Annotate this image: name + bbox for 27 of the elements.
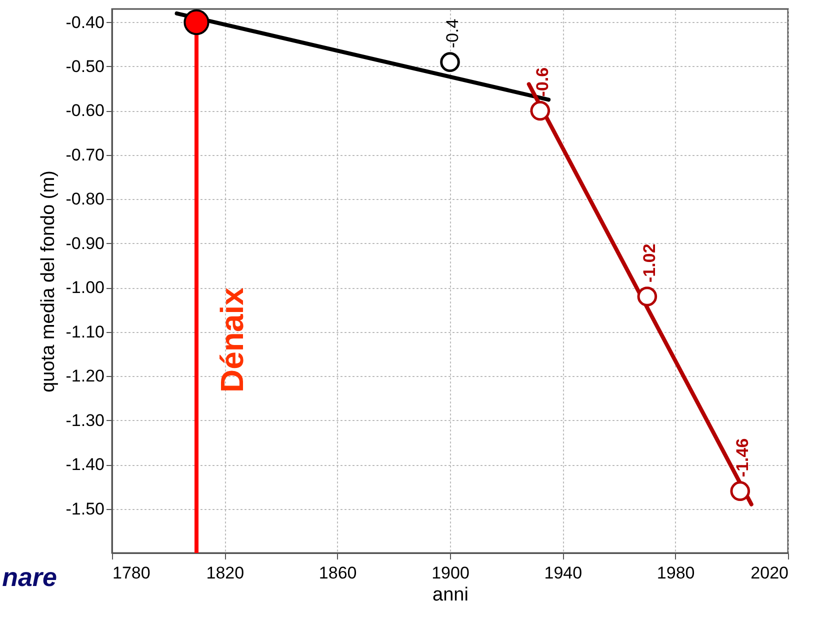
y-tick-label: -0.40 [66,12,104,32]
y-tick-label: -1.50 [66,499,104,518]
y-tick-label: -0.90 [66,234,104,253]
data-label: -0.6 [533,67,552,97]
y-tick-label: -1.30 [66,410,104,430]
annotation: Dénaix [214,287,250,392]
y-tick-label: -0.50 [66,56,104,76]
x-tick-label: 1940 [544,564,582,582]
text: nare [2,562,57,592]
y-tick-label: -0.60 [66,101,104,120]
y-axis-title: quota media del fondo (m) [38,170,59,392]
y-tick-label: -1.00 [66,278,104,298]
data-label: -1.02 [640,244,660,282]
y-tick-label: -1.20 [66,366,104,386]
x-tick-label: 1980 [656,564,695,582]
y-tick-label: -0.70 [66,145,104,164]
y-tick-label: -1.10 [66,322,104,342]
data-label: -1.46 [733,438,752,478]
y-tick-label: -0.80 [66,190,104,209]
x-tick-label: 1900 [432,564,470,582]
x-tick-label: 2020 [750,564,788,582]
y-tick-label: -1.40 [66,455,104,474]
x-axis-title: anni [432,584,468,606]
x-tick-label: 1860 [318,564,357,582]
annotation: -0.4 [443,18,462,48]
x-tick-label: 1780 [112,564,150,582]
x-tick-label: 1820 [206,564,244,582]
